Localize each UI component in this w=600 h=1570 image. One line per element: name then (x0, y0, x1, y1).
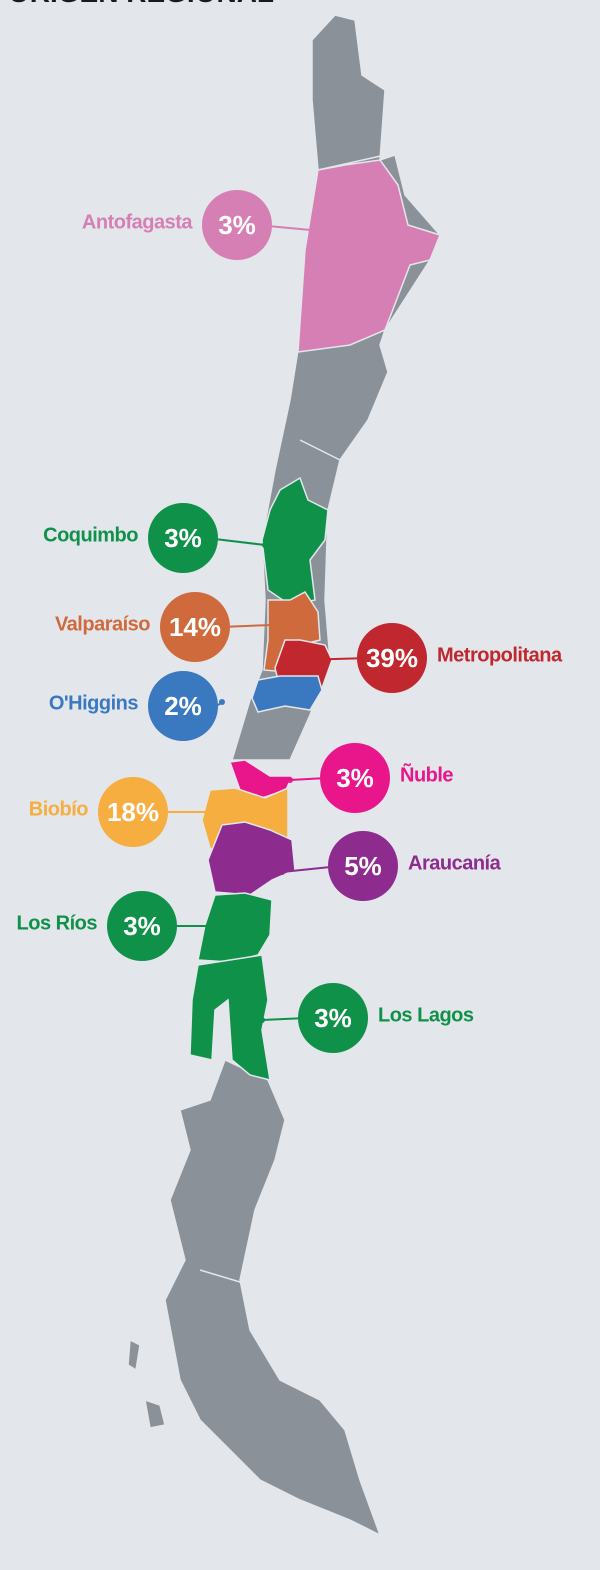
region-name: Los Ríos (17, 912, 98, 934)
leader-line (217, 538, 266, 546)
percent-bubble (320, 743, 390, 813)
percent-bubble (357, 623, 427, 693)
border (199, 1269, 251, 1286)
region-name: Los Lagos (378, 1004, 474, 1026)
region-shape (197, 892, 273, 963)
percent-bubble (328, 831, 398, 901)
percent-bubble (202, 190, 272, 260)
leader-dot (269, 622, 275, 628)
region-name: Coquimbo (43, 524, 138, 546)
leader-dot (219, 699, 225, 705)
percent-label: 18% (107, 797, 159, 827)
leader-line (299, 657, 358, 661)
leader-dot (287, 777, 293, 783)
region-shape (251, 675, 323, 713)
leader-dot (229, 923, 235, 929)
percent-bubble (107, 891, 177, 961)
percent-bubble (148, 671, 218, 741)
region-name: Ñuble (400, 763, 453, 786)
leader-dot (219, 809, 225, 815)
region-name: Biobío (29, 798, 88, 820)
leader-dot (297, 657, 303, 663)
leader-dot (329, 229, 335, 235)
percent-label: 3% (336, 763, 374, 793)
percent-bubble (98, 777, 168, 847)
region-name: Valparaíso (55, 613, 150, 635)
percent-label: 3% (218, 210, 256, 240)
labels: 3% Antofagasta 3% Coquimbo 14% Valparaíso 39% M… (17, 190, 563, 1053)
land-south (164, 1058, 382, 1537)
leader-dot (259, 1017, 265, 1023)
region-name: Antofagasta (82, 211, 193, 233)
percent-label: 2% (164, 691, 202, 721)
region-name: Araucanía (408, 852, 502, 874)
percent-label: 14% (169, 612, 221, 642)
percent-label: 5% (344, 851, 382, 881)
percent-label: 39% (366, 643, 418, 673)
leader-line (271, 225, 333, 233)
island (127, 1338, 141, 1372)
leader-line (289, 777, 321, 781)
region-shape (261, 476, 329, 606)
regions (189, 159, 441, 1082)
percent-bubble (298, 983, 368, 1053)
percent-bubble (160, 592, 230, 662)
leader-dot (279, 869, 285, 875)
region-shape (189, 954, 271, 1082)
leader-dot (262, 542, 268, 548)
percent-label: 3% (314, 1003, 352, 1033)
island (144, 1398, 166, 1429)
region-name: O'Higgins (49, 692, 139, 714)
leader-line (261, 1017, 299, 1021)
leader-line (229, 624, 273, 628)
region-shape (207, 821, 296, 896)
percent-label: 3% (164, 523, 202, 553)
region-shape (297, 159, 441, 353)
title: ORIGEN REGIONAL (8, 0, 274, 8)
region-name: Metropolitana (437, 644, 563, 666)
leader-line (281, 866, 329, 873)
percent-bubble (148, 503, 218, 573)
border (299, 439, 341, 461)
percent-label: 3% (123, 911, 161, 941)
